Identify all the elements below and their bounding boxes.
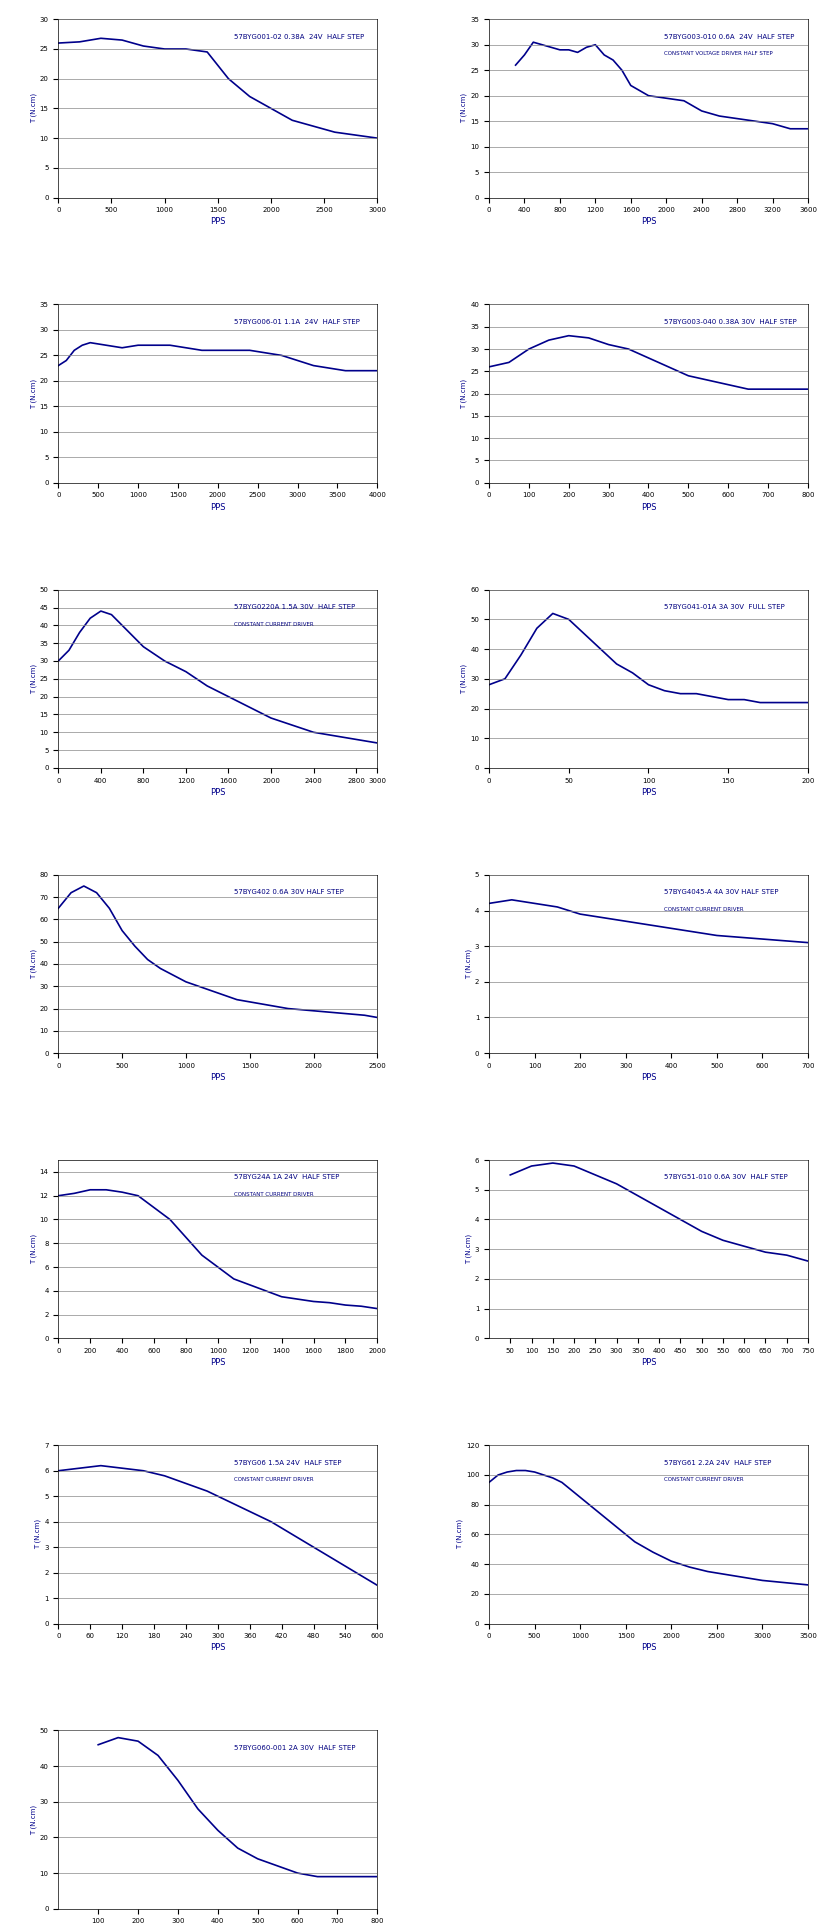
Text: CONSTANT CURRENT DRIVER: CONSTANT CURRENT DRIVER (234, 1192, 313, 1197)
Text: 57BYG003-010 0.6A  24V  HALF STEP: 57BYG003-010 0.6A 24V HALF STEP (665, 33, 795, 40)
X-axis label: PPS: PPS (210, 789, 226, 796)
Text: CONSTANT VOLTAGE DRIVER HALF STEP: CONSTANT VOLTAGE DRIVER HALF STEP (665, 52, 773, 56)
Y-axis label: T (N.cm): T (N.cm) (30, 1234, 37, 1265)
Y-axis label: T (N.cm): T (N.cm) (461, 93, 467, 123)
Text: 57BYG001-02 0.38A  24V  HALF STEP: 57BYG001-02 0.38A 24V HALF STEP (234, 33, 364, 40)
Y-axis label: T (N.cm): T (N.cm) (30, 93, 37, 123)
Y-axis label: T (N.cm): T (N.cm) (461, 378, 467, 409)
X-axis label: PPS: PPS (641, 1074, 656, 1082)
X-axis label: PPS: PPS (210, 1357, 226, 1367)
Text: CONSTANT CURRENT DRIVER: CONSTANT CURRENT DRIVER (665, 906, 744, 912)
Y-axis label: T (N.cm): T (N.cm) (30, 378, 37, 409)
Text: 57BYG4045-A 4A 30V HALF STEP: 57BYG4045-A 4A 30V HALF STEP (665, 889, 779, 895)
Y-axis label: T (N.cm): T (N.cm) (466, 1234, 472, 1265)
Text: 57BYG402 0.6A 30V HALF STEP: 57BYG402 0.6A 30V HALF STEP (234, 889, 344, 895)
Text: CONSTANT CURRENT DRIVER: CONSTANT CURRENT DRIVER (234, 1477, 313, 1483)
Text: 57BYG06 1.5A 24V  HALF STEP: 57BYG06 1.5A 24V HALF STEP (234, 1459, 342, 1465)
Text: 57BYG060-001 2A 30V  HALF STEP: 57BYG060-001 2A 30V HALF STEP (234, 1745, 355, 1751)
Text: 57BYG006-01 1.1A  24V  HALF STEP: 57BYG006-01 1.1A 24V HALF STEP (234, 318, 360, 324)
X-axis label: PPS: PPS (210, 1074, 226, 1082)
Text: 57BYG61 2.2A 24V  HALF STEP: 57BYG61 2.2A 24V HALF STEP (665, 1459, 772, 1465)
Y-axis label: T (N.cm): T (N.cm) (30, 663, 37, 694)
X-axis label: PPS: PPS (641, 1643, 656, 1652)
Text: 57BYG24A 1A 24V  HALF STEP: 57BYG24A 1A 24V HALF STEP (234, 1174, 339, 1180)
Text: 57BYG0220A 1.5A 30V  HALF STEP: 57BYG0220A 1.5A 30V HALF STEP (234, 603, 355, 609)
Y-axis label: T (N.cm): T (N.cm) (35, 1519, 42, 1550)
X-axis label: PPS: PPS (641, 789, 656, 796)
Y-axis label: T (N.cm): T (N.cm) (456, 1519, 463, 1550)
X-axis label: PPS: PPS (641, 218, 656, 226)
Text: 57BYG51-010 0.6A 30V  HALF STEP: 57BYG51-010 0.6A 30V HALF STEP (665, 1174, 788, 1180)
Text: 57BYG003-040 0.38A 30V  HALF STEP: 57BYG003-040 0.38A 30V HALF STEP (665, 318, 797, 324)
X-axis label: PPS: PPS (210, 1643, 226, 1652)
Y-axis label: T (N.cm): T (N.cm) (461, 663, 467, 694)
Text: CONSTANT CURRENT DRIVER: CONSTANT CURRENT DRIVER (234, 621, 313, 627)
X-axis label: PPS: PPS (210, 218, 226, 226)
Y-axis label: T (N.cm): T (N.cm) (30, 1805, 37, 1835)
Y-axis label: T (N.cm): T (N.cm) (466, 949, 472, 979)
X-axis label: PPS: PPS (210, 503, 226, 511)
Y-axis label: T (N.cm): T (N.cm) (30, 949, 37, 979)
X-axis label: PPS: PPS (641, 503, 656, 511)
X-axis label: PPS: PPS (641, 1357, 656, 1367)
Text: 57BYG041-01A 3A 30V  FULL STEP: 57BYG041-01A 3A 30V FULL STEP (665, 603, 786, 609)
Text: CONSTANT CURRENT DRIVER: CONSTANT CURRENT DRIVER (665, 1477, 744, 1483)
